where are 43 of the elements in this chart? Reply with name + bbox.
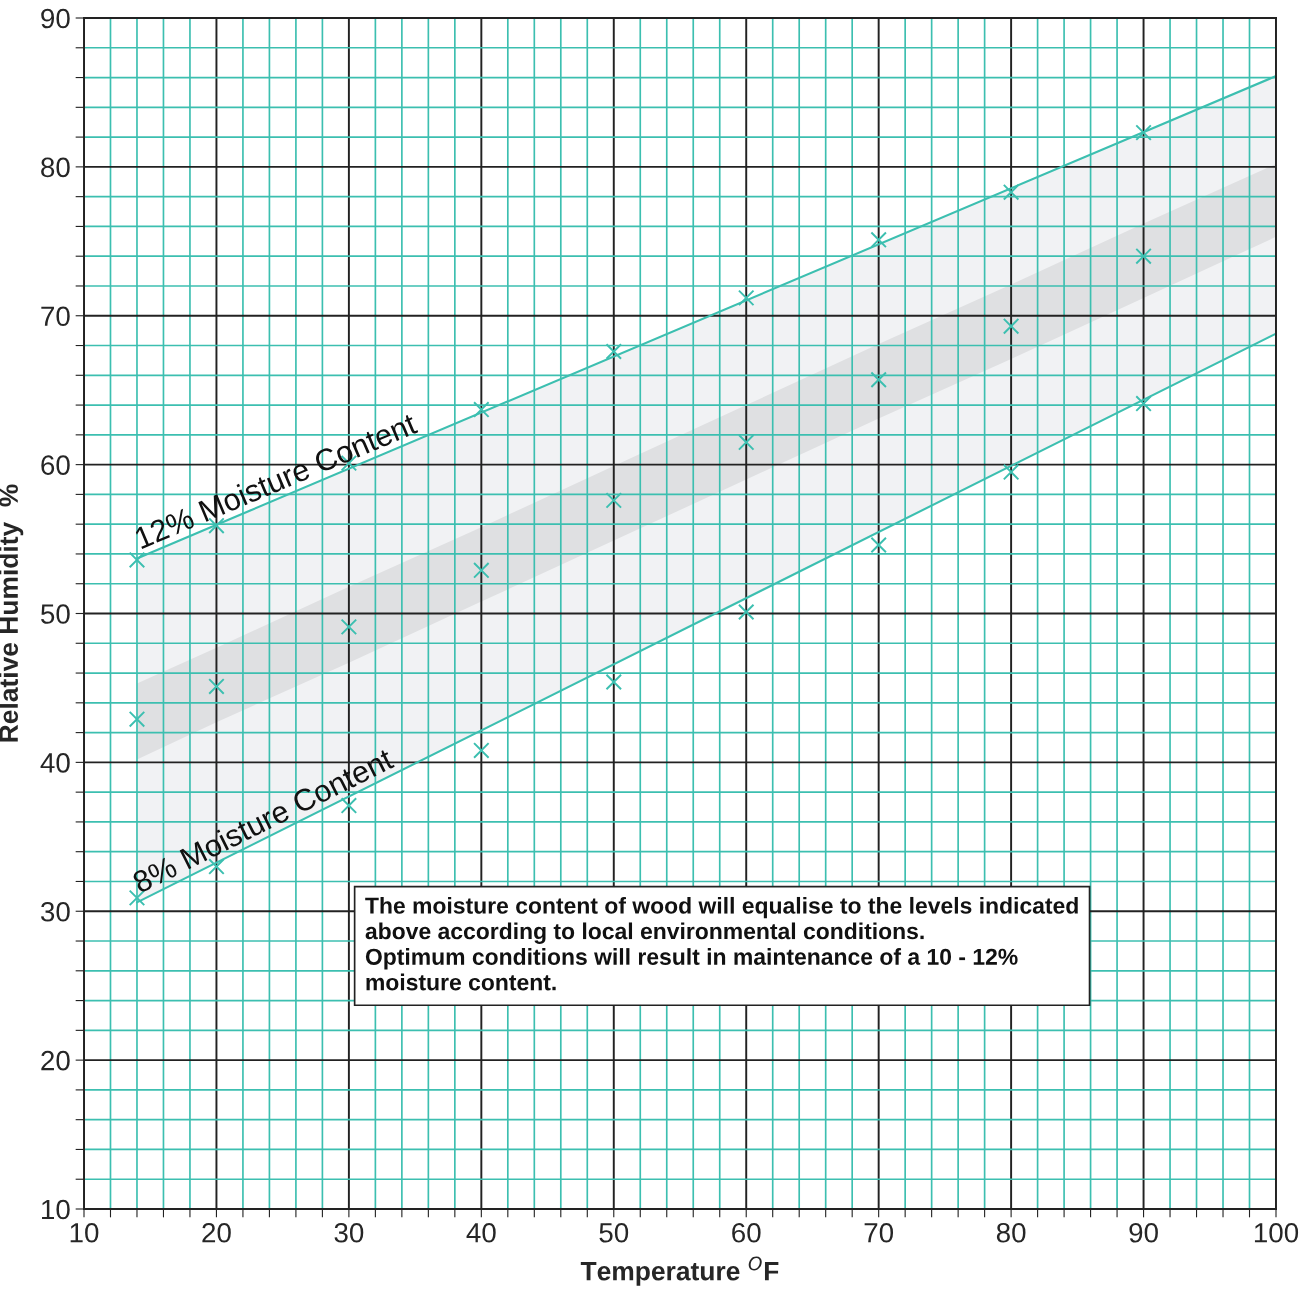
y-tick-label: 20 — [41, 1050, 70, 1071]
point — [473, 742, 490, 759]
annotation: The moisture content of wood will equalise to the levels indicated above according to local environmental conditions. Optimum conditions will result in maintenance of a 10 - 12% moisture content. — [365, 896, 1078, 991]
point — [605, 492, 623, 509]
x-axis-title: Temperature $^{O}$F — [580, 1256, 779, 1286]
point — [473, 401, 490, 418]
point — [1002, 317, 1020, 335]
point — [870, 231, 887, 249]
x-tick-label: 90 — [1129, 1222, 1158, 1243]
point — [1002, 463, 1020, 481]
x-tick-label: 50 — [599, 1222, 629, 1243]
point — [1135, 247, 1152, 265]
x-tick-label: 10 — [70, 1222, 99, 1243]
point — [737, 289, 755, 307]
x-tick-label: 80 — [996, 1222, 1026, 1243]
y-tick-label: 10 — [42, 1199, 70, 1220]
y-tick-label: 30 — [40, 901, 70, 922]
x-tick-label: 40 — [466, 1222, 496, 1243]
point — [128, 710, 146, 728]
point — [208, 678, 225, 695]
point — [1135, 124, 1152, 141]
y-tick-label: 50 — [41, 604, 70, 624]
point — [1135, 395, 1152, 412]
point — [737, 434, 755, 451]
y-tick-label: 60 — [41, 455, 70, 475]
x-tick-label: 70 — [864, 1222, 894, 1243]
y-tick-label: 80 — [41, 157, 70, 178]
x-tick-label: 60 — [732, 1222, 761, 1243]
point — [870, 536, 887, 554]
point — [1002, 183, 1020, 201]
y-tick-label: 70 — [41, 306, 70, 327]
point — [737, 603, 755, 621]
point — [605, 673, 623, 691]
y-tick-label: 40 — [40, 753, 70, 773]
point — [605, 343, 623, 360]
point — [340, 618, 358, 636]
x-tick-label: 100 — [1254, 1222, 1299, 1243]
y-tick-label: 90 — [41, 8, 70, 29]
x-tick-label: 20 — [202, 1222, 231, 1243]
point — [473, 562, 490, 579]
x-tick-label: 30 — [334, 1222, 364, 1243]
point — [128, 551, 146, 569]
point — [870, 371, 887, 389]
